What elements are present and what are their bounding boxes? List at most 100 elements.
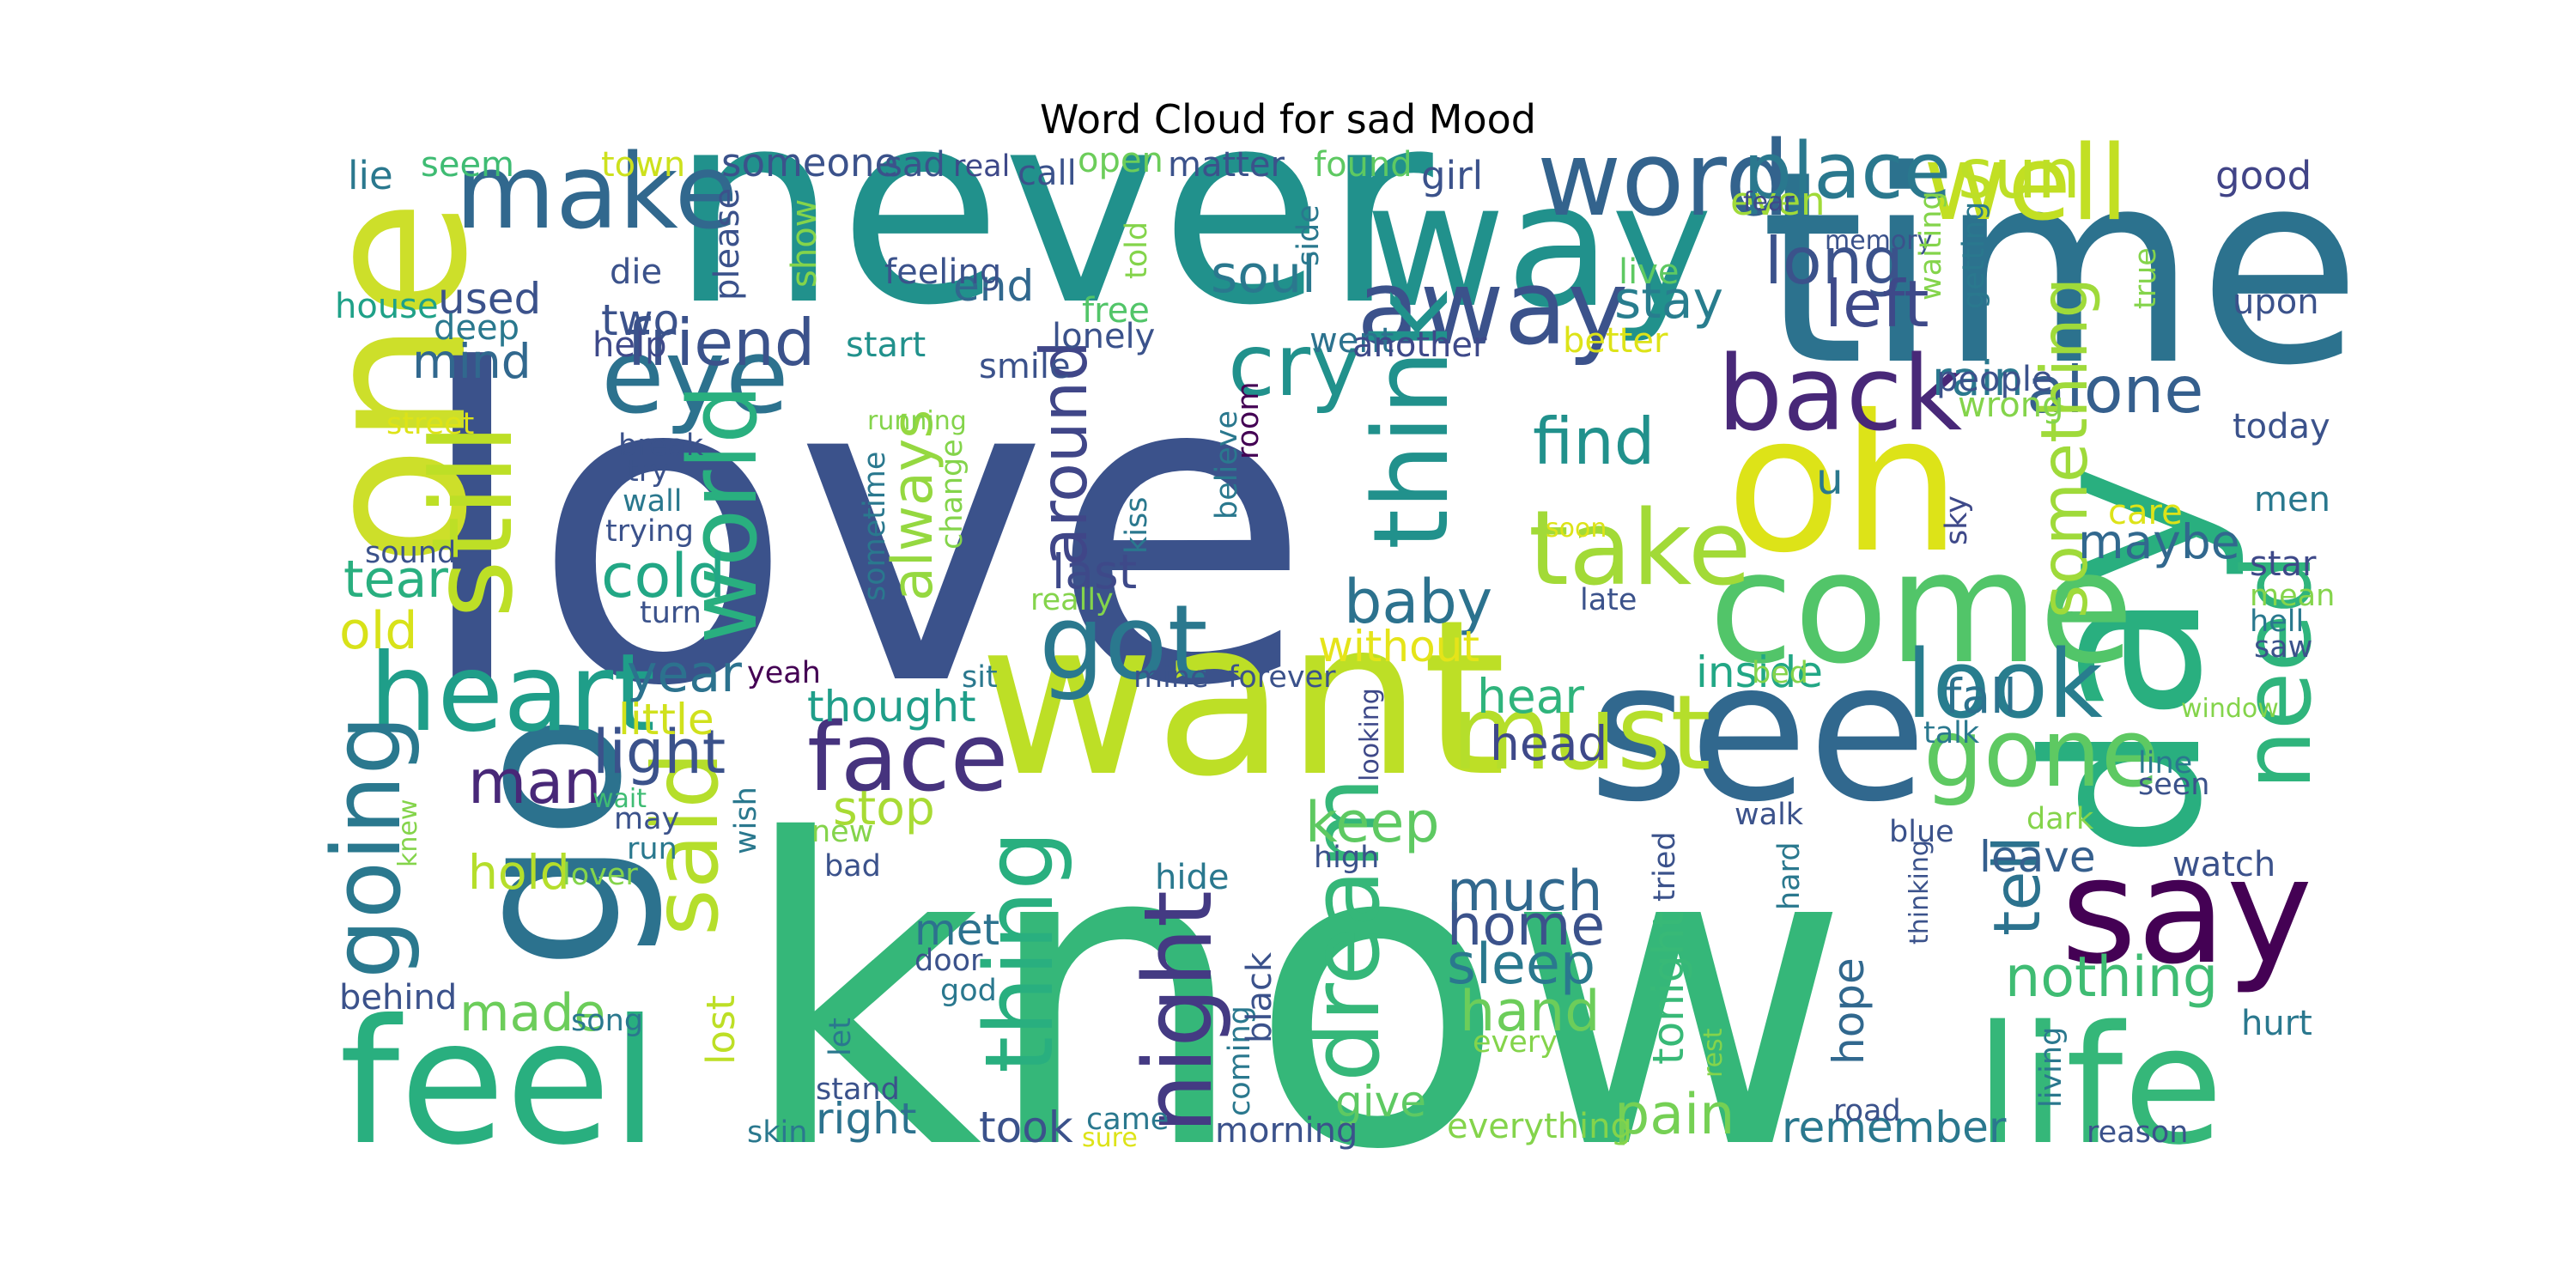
word-tear: tear xyxy=(343,550,448,610)
word-black: black xyxy=(1240,951,1279,1043)
word-bed: bed xyxy=(1752,656,1808,690)
word-live: live xyxy=(1619,252,1680,292)
word-maybe: maybe xyxy=(2078,514,2240,569)
word-forever: forever xyxy=(1228,660,1336,695)
word-house: house xyxy=(335,287,439,326)
word-old: old xyxy=(339,601,417,661)
word-go: go xyxy=(427,714,667,970)
word-wall: wall xyxy=(623,484,683,519)
word-open: open xyxy=(1078,141,1163,180)
word-sometime: sometime xyxy=(858,452,892,601)
word-door: door xyxy=(914,944,983,978)
word-last: last xyxy=(1052,544,1137,599)
word-getting: getting xyxy=(1957,202,1991,309)
word-believe: believe xyxy=(1210,410,1244,519)
word-remember: remember xyxy=(1782,1103,2007,1152)
word-lost: lost xyxy=(698,995,744,1065)
word-sun: sun xyxy=(1958,134,2081,214)
word-love: love xyxy=(412,280,1312,780)
word-another: another xyxy=(1352,325,1487,365)
word-every: every xyxy=(1473,1025,1558,1060)
word-street: street xyxy=(386,407,474,441)
word-good: good xyxy=(2215,153,2312,198)
word-home: home xyxy=(1447,894,1605,958)
word-town: town xyxy=(601,145,685,185)
word-reason: reason xyxy=(2087,1115,2188,1150)
word-must: must xyxy=(1451,674,1711,793)
word-waiting: waiting xyxy=(1914,191,1948,301)
word-leave: leave xyxy=(1979,832,2096,882)
word-even: even xyxy=(1730,179,1826,224)
word-think: think xyxy=(1352,290,1472,550)
word-show: show xyxy=(785,199,824,288)
word-men: men xyxy=(2254,480,2330,519)
word-stay: stay xyxy=(1614,270,1723,331)
word-call: call xyxy=(1018,154,1077,193)
word-cold: cold xyxy=(601,541,726,611)
word-inside: inside xyxy=(1696,647,1823,697)
word-face: face xyxy=(807,702,1008,812)
word-want: want xyxy=(979,574,1506,823)
word-saw: saw xyxy=(2254,630,2312,665)
word-may: may xyxy=(614,802,679,836)
word-man: man xyxy=(468,747,601,817)
word-fear: fear xyxy=(1743,187,1795,217)
word-light: light xyxy=(592,717,726,787)
word-met: met xyxy=(914,905,999,955)
word-hand: hand xyxy=(1460,980,1600,1044)
word-nothing: nothing xyxy=(2005,945,2218,1010)
word-sit: sit xyxy=(962,660,998,695)
word-seem: seem xyxy=(421,145,514,185)
word-fall: fall xyxy=(1945,669,2017,724)
word-real: real xyxy=(953,149,1010,184)
word-hard: hard xyxy=(1772,841,1807,910)
word-something: something xyxy=(2026,277,2102,618)
word-keep: keep xyxy=(1305,791,1440,855)
word-trying: trying xyxy=(605,514,694,549)
word-god: god xyxy=(940,974,997,1008)
word-tell: tell xyxy=(1979,835,2055,936)
word-please: please xyxy=(708,188,747,301)
word-road: road xyxy=(1833,1094,1901,1128)
word-coming: coming xyxy=(1223,1005,1257,1116)
word-better: better xyxy=(1563,321,1668,361)
word-got: got xyxy=(1039,584,1208,703)
word-never: never xyxy=(670,54,1436,364)
word-u: u xyxy=(1816,454,1844,504)
word-wrong: wrong xyxy=(1958,386,2064,425)
word-come: come xyxy=(1709,519,2134,698)
chart-title: Word Cloud for sad Mood xyxy=(1040,96,1536,143)
word-star: star xyxy=(2250,544,2317,584)
word-always: always xyxy=(881,410,945,601)
word-night: night xyxy=(1123,890,1233,1133)
word-feel: feel xyxy=(339,983,659,1183)
word-right: right xyxy=(816,1094,916,1144)
word-still: still xyxy=(407,423,538,618)
word-world: world xyxy=(668,384,778,644)
word-change: change xyxy=(935,439,969,550)
word-back: back xyxy=(1717,335,1963,454)
word-die: die xyxy=(610,252,662,292)
word-late: late xyxy=(1580,583,1637,617)
word-kiss: kiss xyxy=(1120,497,1154,554)
word-rest: rest xyxy=(1698,1028,1728,1078)
word-people: people xyxy=(1936,360,2053,399)
word-someone: someone xyxy=(721,140,898,185)
word-lover: lover xyxy=(562,858,638,892)
word-make: make xyxy=(455,133,738,252)
word-stand: stand xyxy=(816,1072,900,1107)
word-say: say xyxy=(2061,827,2312,997)
word-baby: baby xyxy=(1344,567,1492,637)
word-yeah: yeah xyxy=(747,656,821,690)
word-head: head xyxy=(1490,716,1607,771)
word-little: little xyxy=(618,695,714,744)
word-take: take xyxy=(1528,489,1752,609)
word-mine: mine xyxy=(1133,660,1209,695)
word-hell: hell xyxy=(2250,605,2304,639)
word-look: look xyxy=(1906,629,2103,739)
word-talk: talk xyxy=(1923,716,1980,750)
word-true: true xyxy=(2129,247,2163,309)
word-skin: skin xyxy=(747,1115,807,1150)
word-time: time xyxy=(1760,114,2361,424)
